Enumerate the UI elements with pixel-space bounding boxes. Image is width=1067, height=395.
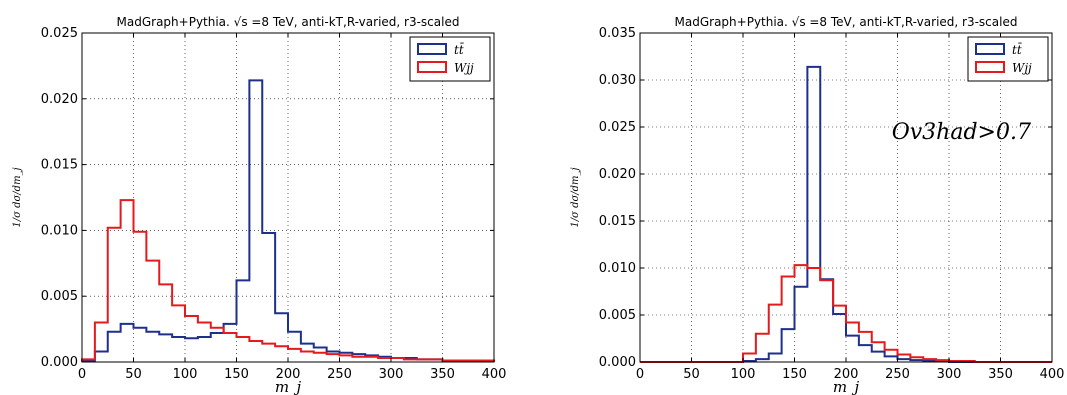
y-axis-label: 1/σ dσ/dm_j [570,167,581,227]
x-tick-label: 250 [327,367,352,382]
left-panel: 0 50 100 150 200 250 300 350 400 0.000 0.005 0.010 0… [12,15,506,395]
x-tick-label: 250 [885,367,910,382]
x-tick-label: 50 [125,367,142,382]
legend-label: tt̄ [1012,41,1023,57]
y-tick-label: 0.005 [599,308,636,323]
x-tick-label: 300 [937,367,962,382]
x-tick-label: 0 [78,367,86,382]
x-tick-label: 300 [379,367,404,382]
legend-label: Wjj [454,61,474,75]
y-tick-label: 0.020 [599,167,636,182]
x-axis-label: m_j [275,378,302,395]
x-tick-label: 100 [731,367,756,382]
x-tick-label: 150 [224,367,249,382]
x-axis-label-text: m_j [833,378,860,395]
x-axis-label: m_j [833,378,860,395]
y-tick-label: 0.015 [599,214,636,229]
x-tick-label: 50 [683,367,700,382]
x-tick-label: 150 [782,367,807,382]
y-tick-label: 0.005 [41,289,78,304]
x-axis-label-text: m_j [275,378,302,395]
legend-swatch [975,61,1005,73]
y-tick-label: 0.025 [41,26,78,41]
x-tick-label: 350 [988,367,1013,382]
series-wjj-histogram [81,199,495,362]
y-tick-label: 0.015 [41,158,78,173]
x-tick-label: 100 [173,367,198,382]
annotation-text: Ov3had>0.7 [892,120,1031,145]
legend: tt̄ Wjj [409,36,491,82]
x-tick-label: 400 [482,367,507,382]
x-tick-label: 200 [834,367,859,382]
right-panel: 0 50 100 150 200 250 300 350 400 0.000 0.005 0.010 0… [570,15,1064,395]
y-axis-label: 1/σ dσ/dm_j [12,167,23,227]
legend-swatch [417,43,447,55]
x-tick-label: 350 [430,367,455,382]
series-wjj-histogram [640,264,1052,363]
y-tick-label: 0.010 [41,223,78,238]
y-tick-label: 0.025 [599,120,636,135]
y-tick-label: 0.035 [599,26,636,41]
chart-title: MadGraph+Pythia. √s =8 TeV, anti-kT,R-va… [675,15,1018,29]
y-tick-label: 0.000 [41,355,78,370]
y-axis-label-text: 1/σ dσ/dm_j [570,167,581,227]
legend-label: Wjj [1012,61,1032,75]
chart-title: MadGraph+Pythia. √s =8 TeV, anti-kT,R-va… [117,15,460,29]
legend-label: tt̄ [454,41,465,57]
x-tick-label: 200 [276,367,301,382]
legend-swatch [417,61,447,73]
legend: tt̄ Wjj [967,36,1049,82]
y-tick-label: 0.030 [599,73,636,88]
legend-swatch [975,43,1005,55]
x-tick-label: 400 [1040,367,1065,382]
y-axis-label-text: 1/σ dσ/dm_j [12,167,23,227]
cut-annotation: Ov3had>0.7 [892,120,1031,145]
y-tick-label: 0.010 [599,261,636,276]
x-tick-label: 0 [636,367,644,382]
y-tick-label: 0.000 [599,355,636,370]
y-tick-label: 0.020 [41,92,78,107]
